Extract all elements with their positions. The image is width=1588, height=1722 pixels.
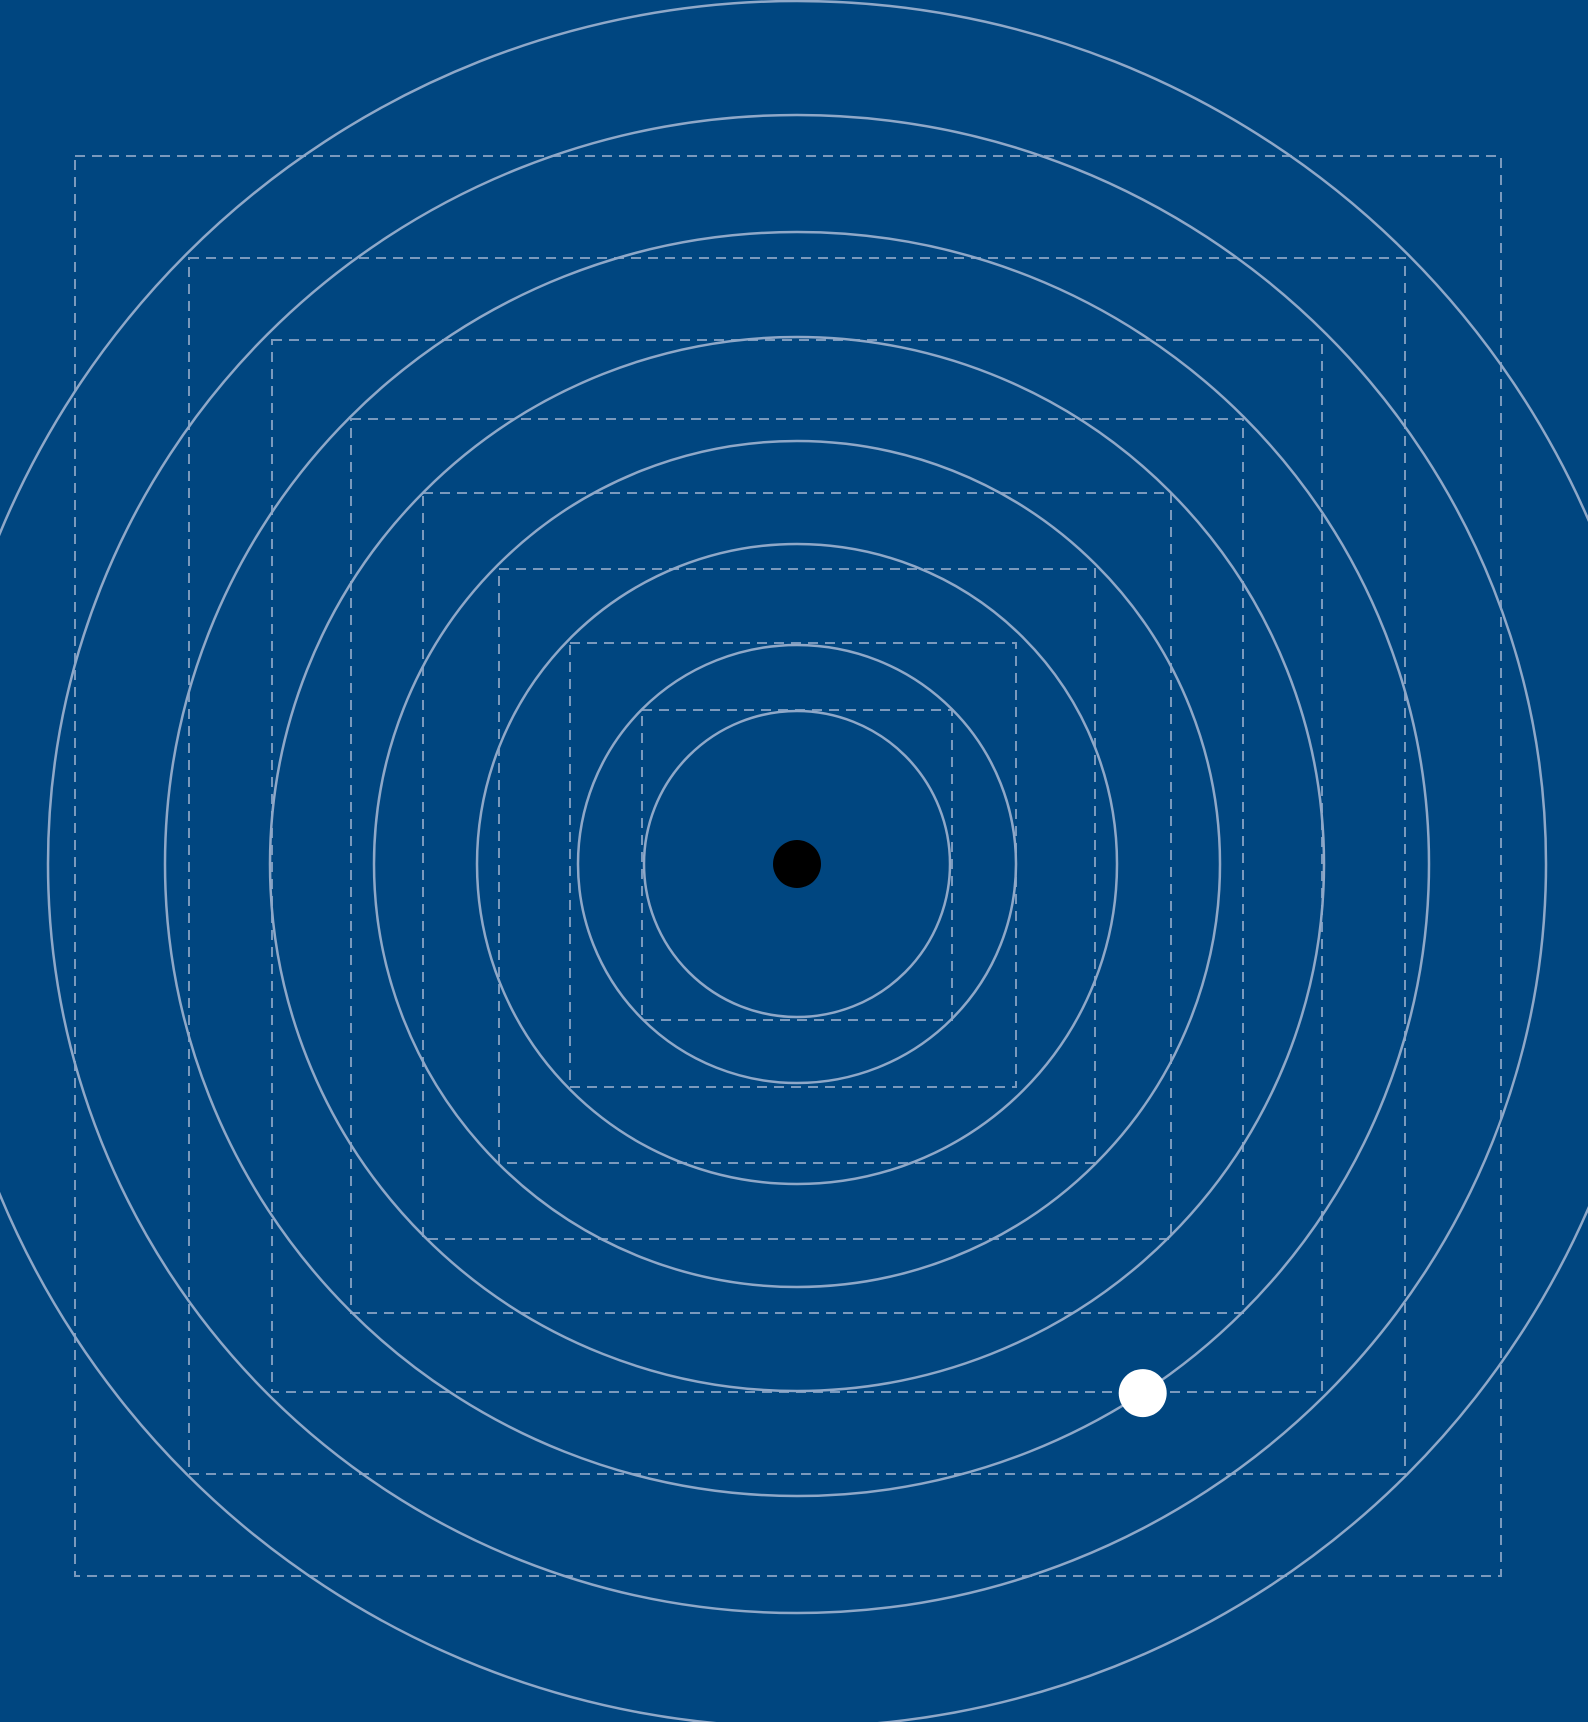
dashed-square-8 [74,155,1502,1577]
dashed-square-4 [422,492,1172,1240]
orbit-ring-2 [576,643,1018,1085]
orbit-ring-5 [268,335,1326,1393]
player-token[interactable] [1118,1369,1167,1418]
orbit-ring-1 [642,709,952,1019]
orbit-ring-7 [46,113,1548,1615]
dashed-square-3 [498,568,1096,1164]
orbit-ring-6 [163,230,1431,1498]
orbit-ring-3 [475,542,1119,1186]
dashed-square-7 [188,257,1406,1475]
center-token[interactable] [773,840,821,888]
orbit-ring-4 [372,439,1222,1289]
dashed-square-5 [350,418,1244,1314]
tokens-layer [773,840,1167,1418]
